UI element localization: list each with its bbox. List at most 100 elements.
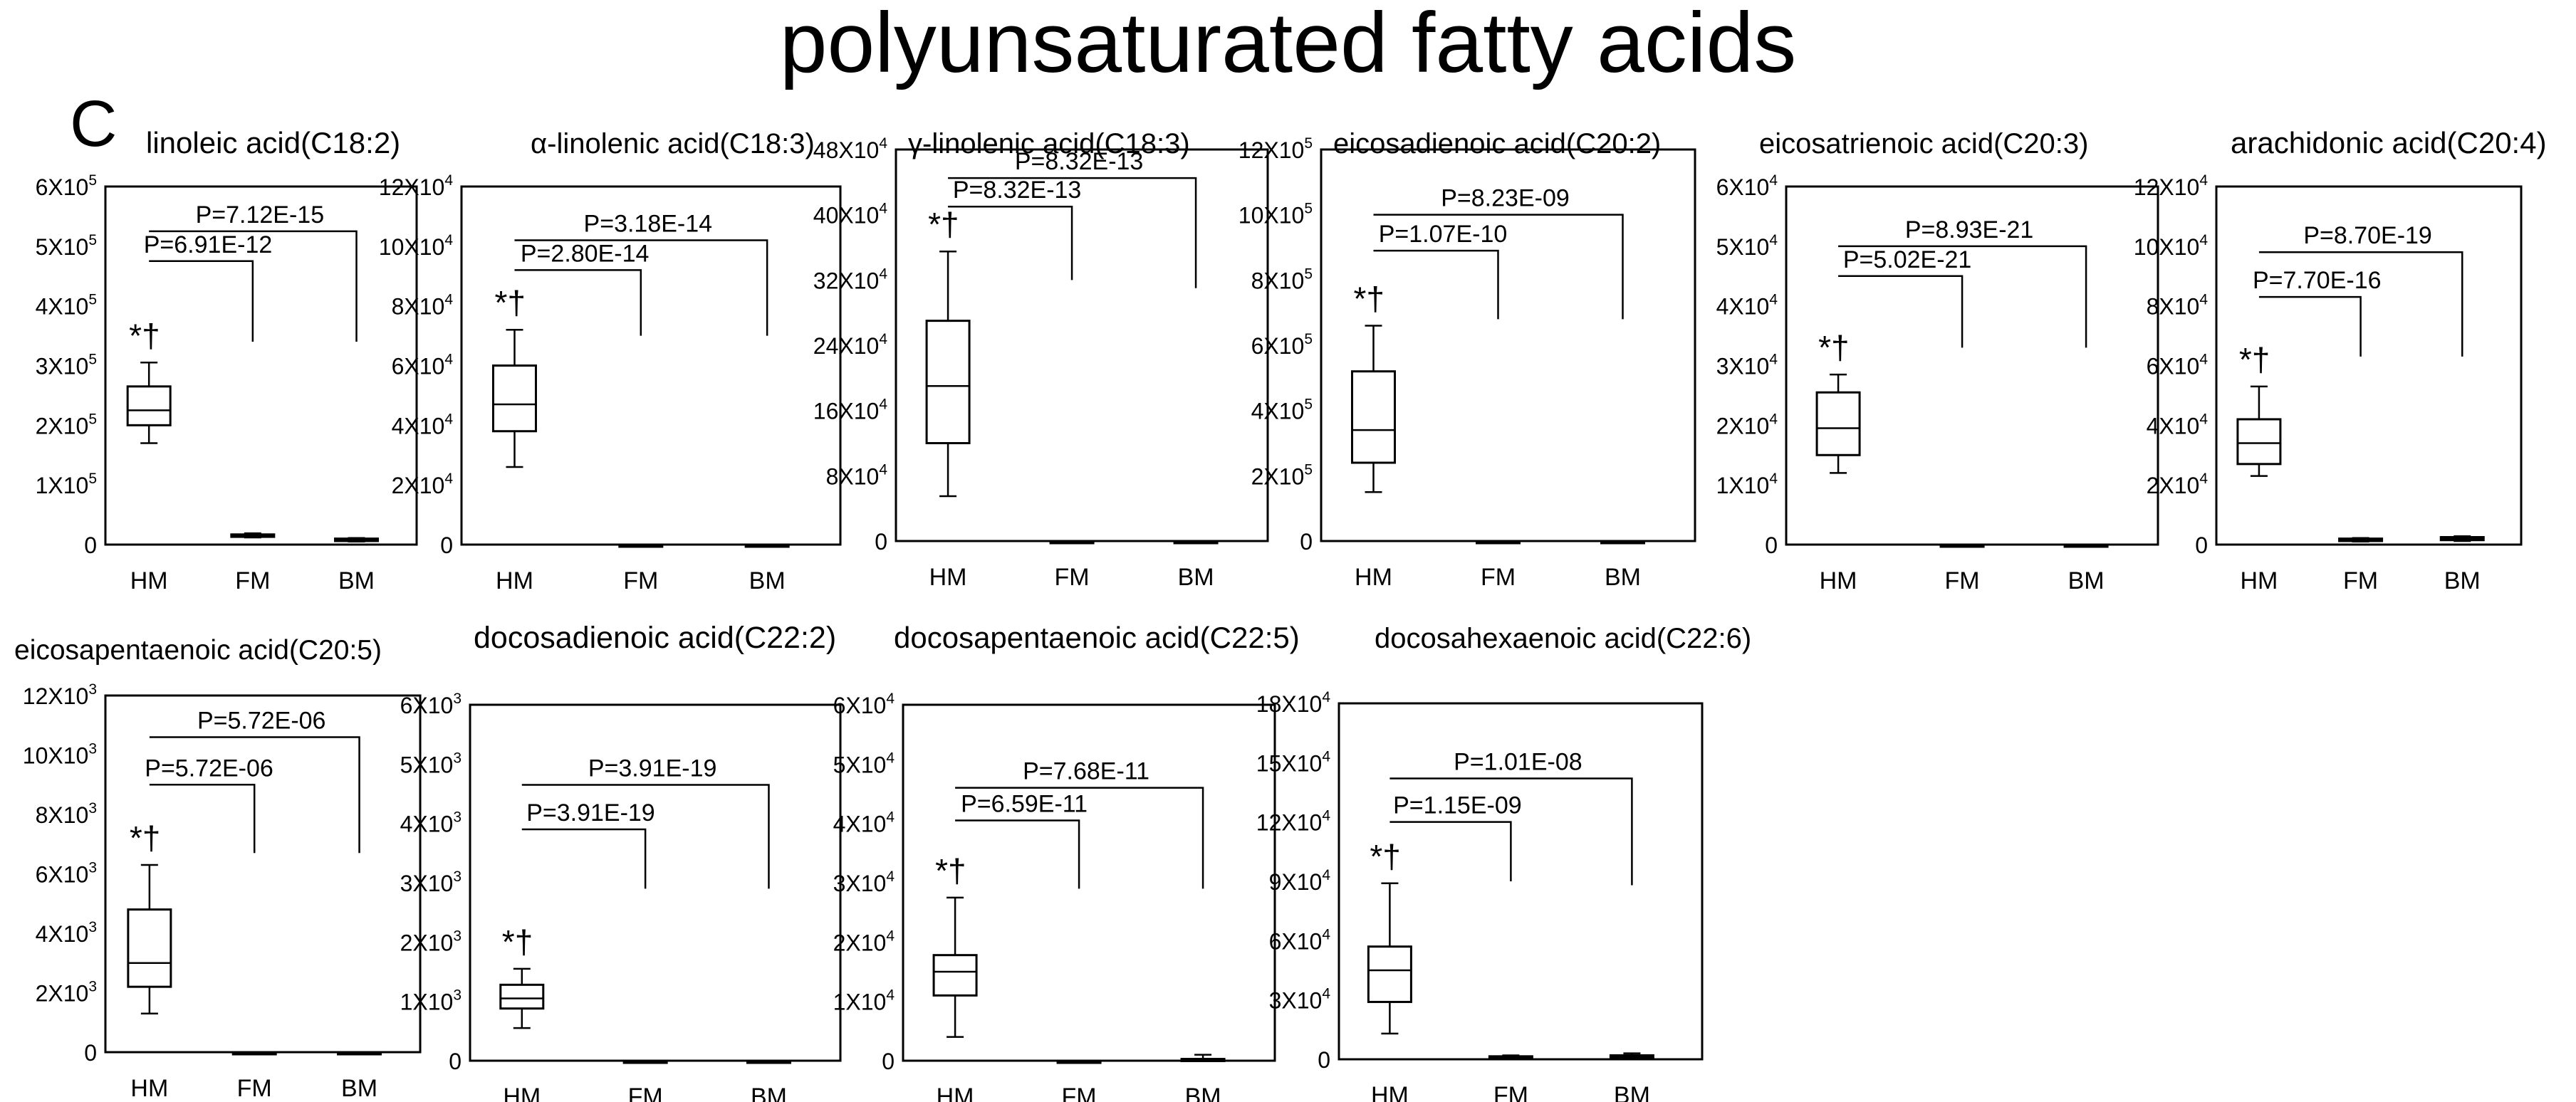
comparison-bracket: P=8.23E-09 [1373,185,1624,320]
y-tick-label: 10X104 [379,232,454,260]
y-tick-label: 0 [882,1049,895,1074]
y-tick-label: 5X105 [36,232,97,260]
y-tick-label: 6X104 [392,352,454,379]
y-tick-label: 12X103 [23,681,97,709]
box-bm [334,537,380,543]
bracket-line [2258,295,2362,357]
x-tick-label: BM [1185,1083,1221,1102]
box-hm [127,864,172,1014]
y-tick-exponent: 5 [88,292,97,308]
y-tick-exponent: 4 [444,352,453,368]
y-tick-exponent: 5 [88,411,97,427]
x-tick-label: HM [503,1083,541,1102]
y-tick-label: 0 [2195,532,2208,558]
p-value-label: P=8.93E-21 [1905,216,2034,243]
p-value-label: P=5.02E-21 [1843,246,1972,273]
y-tick-label: 0 [84,532,97,558]
bracket-line [1389,777,1633,886]
chart-title: γ-linolenic acid(C18:3) [908,128,1190,159]
comparison-bracket: P=5.02E-21 [1838,246,1971,348]
y-tick-label: 8X104 [392,292,454,320]
bracket-line [955,787,1204,889]
y-tick-exponent: 3 [88,919,97,935]
y-tick-exponent: 4 [2199,292,2208,308]
y-tick-exponent: 4 [444,232,453,248]
x-tick-label: HM [1355,564,1392,591]
bracket-line [514,269,642,336]
y-tick-label: 15X104 [1256,748,1331,776]
p-value-label: P=1.15E-09 [1393,792,1522,819]
bracket-line [1373,249,1499,320]
y-tick-label: 8X105 [1251,266,1313,293]
box-hm [1815,373,1861,474]
y-tick-label: 1X104 [1716,471,1778,498]
y-tick-exponent: 5 [88,172,97,189]
y-tick-exponent: 5 [88,352,97,368]
box-iqr [1351,370,1396,464]
y-tick-exponent: 4 [2199,411,2208,427]
p-value-label: P=5.72E-06 [145,755,273,782]
p-value-label: P=7.70E-16 [2253,267,2382,294]
x-tick-label: FM [2343,567,2378,594]
y-tick-exponent: 4 [2199,172,2208,189]
y-tick-exponent: 4 [1322,808,1330,824]
y-tick-exponent: 4 [444,292,453,308]
x-tick-label: HM [130,1075,168,1102]
y-tick-label: 8X104 [2147,292,2209,320]
y-tick-exponent: 5 [1304,461,1313,478]
box-hm [126,362,172,444]
chart-panel: eicosatrienoic acid(C20:3) 0 1X104 2X104 3X1… [1716,128,2159,594]
y-tick-exponent: 4 [1322,867,1330,883]
y-tick-exponent: 3 [453,928,462,944]
chart-panel: γ-linolenic acid(C18:3) 0 8X104 16X104 24X10… [813,128,1269,591]
box-fm [230,532,276,539]
y-tick-exponent: 4 [886,691,895,707]
y-tick-label: 12X105 [1239,135,1313,163]
y-tick-label: 5X104 [1716,232,1778,260]
p-value-label: P=2.80E-14 [521,240,650,267]
y-tick-label: 8X104 [826,461,888,489]
y-tick-label: 4X104 [833,809,895,837]
chart-title: linoleic acid(C18:2) [146,126,400,159]
y-tick-label: 2X105 [36,411,97,439]
comparison-bracket: P=8.70E-19 [2258,222,2463,357]
y-tick-label: 12X104 [379,172,454,200]
p-value-label: P=6.59E-11 [961,791,1088,818]
x-tick-label: FM [1945,567,1980,594]
x-tick-label: BM [1178,564,1214,591]
box-fm [1488,1054,1533,1061]
comparison-bracket: P=1.07E-10 [1373,221,1507,320]
comparison-bracket: P=1.15E-09 [1389,792,1522,881]
y-tick-exponent: 4 [1769,292,1778,308]
bracket-line [514,239,768,336]
box-bm [1173,540,1219,545]
x-tick-label: FM [623,567,658,594]
y-tick-exponent: 4 [886,928,895,944]
box-hm [925,250,971,498]
comparison-bracket: P=5.72E-06 [149,707,360,854]
y-tick-exponent: 4 [2199,352,2208,368]
y-tick-exponent: 4 [444,411,453,427]
panel-letter: C [70,88,118,160]
y-tick-label: 8X103 [36,800,97,828]
y-tick-label: 4X103 [400,809,462,837]
bracket-line [955,819,1080,889]
chart-panel: docosahexaenoic acid(C22:6) 0 3X104 6X104 9X… [1256,623,1751,1102]
chart-panel: α-linolenic acid(C18:3) 0 2X104 4X104 6X104 8… [379,128,842,594]
box-bm [1180,1054,1226,1062]
y-tick-exponent: 5 [1304,266,1313,282]
box-hm [491,328,537,468]
y-tick-label: 4X105 [36,292,97,320]
chart-panel: linoleic acid(C18:2) 0 1X105 2X105 3X105 4X10… [36,126,418,594]
significance-mark: *† [502,923,533,960]
chart-panel: docosapentaenoic acid(C22:5) 0 1X104 2X104 3… [833,621,1300,1102]
y-tick-exponent: 5 [88,232,97,248]
y-tick-exponent: 3 [453,691,462,707]
significance-mark: *† [1354,280,1385,318]
y-tick-label: 10X103 [23,741,97,769]
y-tick-exponent: 4 [1322,689,1330,705]
p-value-label: P=1.01E-08 [1454,749,1582,776]
bracket-line [149,230,358,342]
bracket-line [1838,245,2087,348]
